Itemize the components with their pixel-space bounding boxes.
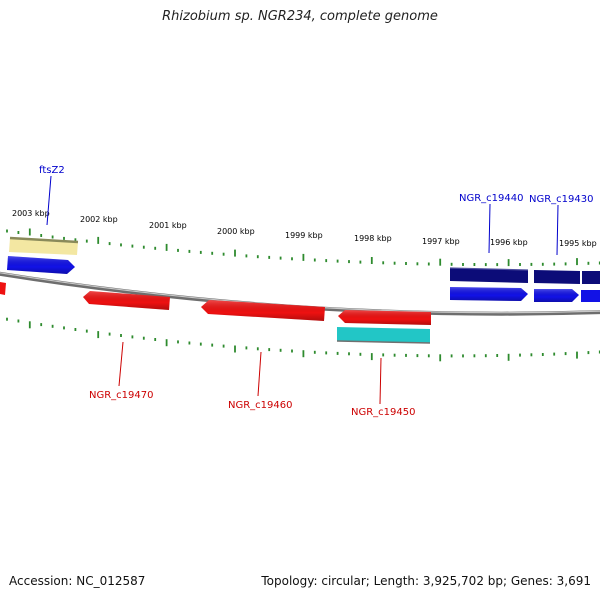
label-NGR_c19450[interactable]: NGR_c19450: [351, 407, 416, 418]
feature-ftsZ2-gene-edge: [9, 236, 79, 244]
label-NGR_c19440[interactable]: NGR_c19440: [459, 193, 524, 204]
tick-label-2000: 2000 kbp: [217, 227, 255, 236]
leader-NGR_c19450: [379, 357, 382, 405]
leader-NGR_c19440: [488, 203, 491, 254]
forward-strand: [7, 236, 600, 302]
label-NGR_c19470[interactable]: NGR_c19470: [89, 390, 154, 401]
feature-ftsZ2-cds-shade: [7, 256, 75, 274]
reverse-strand: [0, 282, 431, 344]
feature-NGR_c19470-cds-shade: [83, 291, 170, 310]
feature-NGR_c19450-rna-edge: [336, 340, 431, 344]
tick-label-2003: 2003 kbp: [12, 209, 50, 218]
label-NGR_c19430[interactable]: NGR_c19430: [529, 194, 594, 205]
scale-labels: 2003 kbp 2002 kbp 2001 kbp 2000 kbp 1999…: [12, 209, 597, 248]
feature-NGR_c19450-rna[interactable]: [337, 327, 430, 343]
label-leaders: [46, 175, 559, 405]
leader-NGR_c19460: [257, 351, 262, 397]
scale-ticks-outer: [6, 228, 600, 267]
feature-labels: ftsZ2 NGR_c19440 NGR_c19430 NGR_c19470 N…: [39, 165, 594, 418]
leader-NGR_c19470: [118, 341, 124, 387]
footer-accession: Accession: NC_012587: [9, 574, 146, 588]
tick-label-1995: 1995 kbp: [559, 239, 597, 248]
tick-label-1998: 1998 kbp: [354, 234, 392, 243]
tick-label-2001: 2001 kbp: [149, 221, 187, 230]
feature-left-partial-cds[interactable]: [0, 282, 6, 295]
feature-NGR_c19450-cds-shade: [338, 310, 431, 325]
tick-label-1997: 1997 kbp: [422, 237, 460, 246]
leader-NGR_c19430: [556, 204, 559, 256]
feature-NGR_c19440-cds-shade: [450, 287, 528, 301]
tick-label-1996: 1996 kbp: [490, 238, 528, 247]
tick-label-1999: 1999 kbp: [285, 231, 323, 240]
feature-NGR_c19430-gene[interactable]: [534, 270, 580, 284]
footer-genome-stats: Topology: circular; Length: 3,925,702 bp…: [261, 574, 591, 588]
feature-NGR_c19440-gene-edge: [449, 267, 529, 271]
feature-ftsZ2-gene[interactable]: [9, 238, 78, 255]
page-title: Rhizobium sp. NGR234, complete genome: [162, 9, 438, 24]
feature-NGR_c19460-cds-shade: [201, 300, 325, 321]
leader-ftsZ2: [46, 175, 52, 226]
tick-label-2002: 2002 kbp: [80, 215, 118, 224]
feature-NGR_c19440-gene[interactable]: [450, 268, 528, 283]
label-ftsZ2[interactable]: ftsZ2: [39, 165, 65, 176]
scale-ticks-inner: [6, 317, 600, 362]
feature-next-cds[interactable]: [581, 290, 600, 302]
feature-NGR_c19430-gene-tail[interactable]: [582, 271, 600, 284]
label-NGR_c19460[interactable]: NGR_c19460: [228, 400, 293, 411]
feature-NGR_c19430-cds-shade: [534, 289, 579, 302]
